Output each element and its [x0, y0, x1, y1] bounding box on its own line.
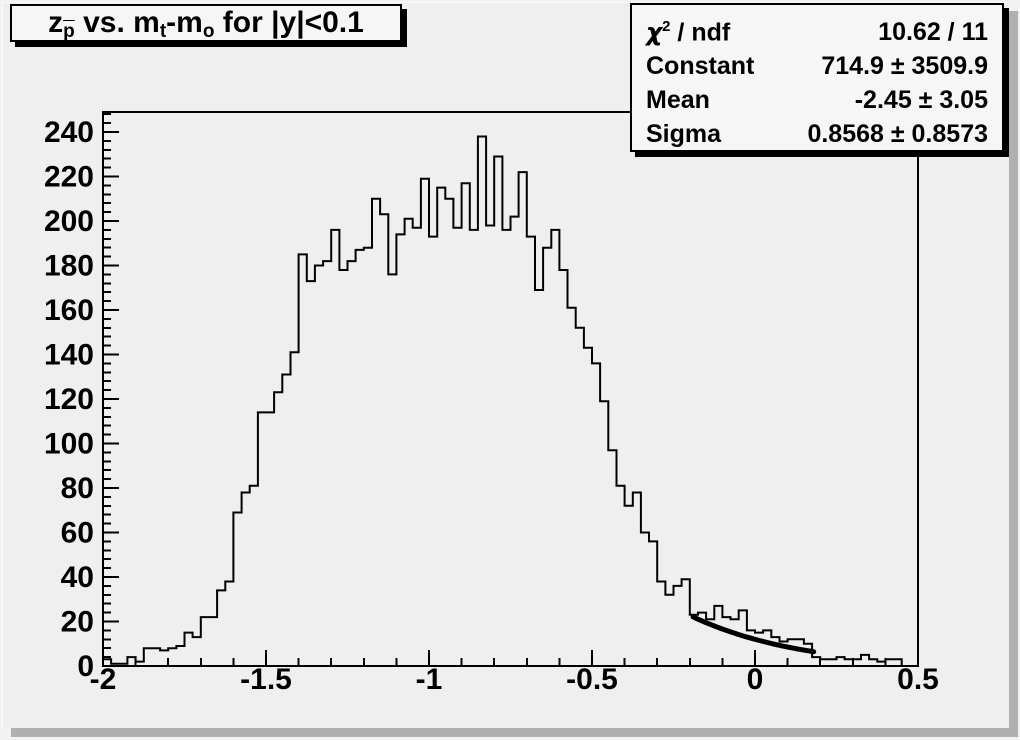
stat-label: Sigma: [646, 117, 721, 151]
stats-box: χ2 / ndf 10.62 / 11 Constant 714.9 ± 3509.9…: [630, 3, 1004, 152]
title-text-part: for |y|<0.1: [214, 6, 364, 39]
y-axis-label: 100: [44, 428, 94, 461]
stat-row: Mean -2.45 ± 3.05: [646, 83, 988, 117]
y-axis-label: 180: [44, 250, 94, 283]
y-axis-label: 240: [44, 116, 94, 149]
stat-label-part: / ndf: [670, 18, 731, 47]
stat-label-part: Constant: [646, 52, 755, 81]
title-subscript: o: [202, 21, 215, 42]
title-text-part: z: [48, 6, 64, 39]
y-axis-label: 0: [77, 650, 94, 683]
x-axis-label: -1.5: [240, 663, 292, 696]
stat-value: 714.9 ± 3509.9: [821, 52, 988, 81]
y-axis-label: 80: [61, 472, 94, 505]
title-text-part: -m: [166, 6, 203, 39]
x-axis-label: -2: [90, 663, 117, 696]
stat-label: χ2 / ndf: [646, 10, 730, 49]
plot-frame: [102, 111, 919, 667]
stat-label-part: Sigma: [646, 120, 722, 149]
y-axis-label: 220: [44, 161, 94, 194]
y-axis-label: 140: [44, 339, 94, 372]
stat-row: Sigma 0.8568 ± 0.8573: [646, 117, 988, 151]
stat-label-part: χ: [646, 17, 663, 47]
y-axis-label: 120: [44, 383, 94, 416]
stat-value: 0.8568 ± 0.8573: [807, 120, 988, 149]
stat-row: χ2 / ndf 10.62 / 11: [646, 10, 988, 49]
fit-curve: [690, 614, 817, 655]
stat-row: Constant 714.9 ± 3509.9: [646, 49, 988, 83]
stat-value: 10.62 / 11: [878, 18, 988, 47]
x-axis-label: -0.5: [566, 663, 618, 696]
y-axis-label: 160: [44, 294, 94, 327]
title-text-part: vs. m: [74, 6, 160, 39]
title-subscript: t: [159, 21, 167, 42]
stat-label-sup: 2: [662, 18, 671, 35]
stat-value: -2.45 ± 3.05: [854, 86, 988, 115]
x-axis-label: 0.5: [897, 663, 939, 696]
stat-label: Constant: [646, 49, 754, 83]
x-axis-label: -1: [416, 663, 443, 696]
title-subscript: p: [63, 21, 75, 42]
stat-label-part: Mean: [646, 86, 710, 115]
x-axis-label: 0: [747, 663, 764, 696]
stat-label: Mean: [646, 83, 710, 117]
y-axis-label: 20: [61, 606, 94, 639]
y-axis-label: 200: [44, 205, 94, 238]
y-axis-label: 60: [61, 517, 94, 550]
y-axis-label: 40: [61, 561, 94, 594]
histogram-line: [102, 135, 918, 667]
